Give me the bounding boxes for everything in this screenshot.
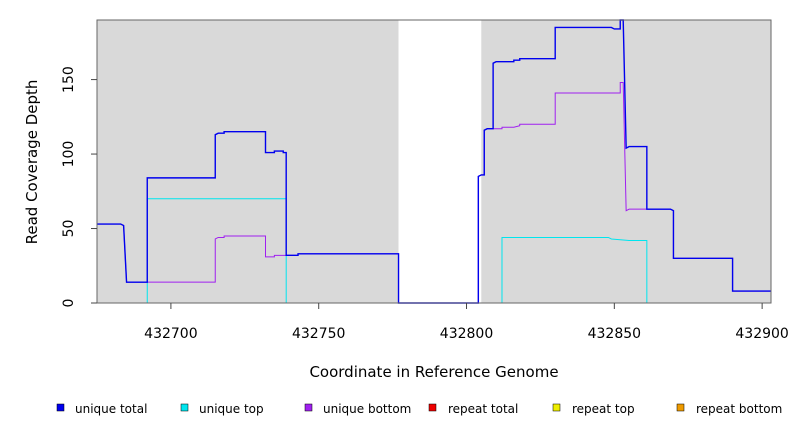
legend-swatch-repeat-total: [428, 403, 437, 412]
legend-swatch-repeat-bottom: [676, 403, 685, 412]
legend-item-unique-bottom: unique bottom: [304, 402, 411, 416]
legend-item-repeat-total: repeat total: [428, 402, 518, 416]
legend-item-unique-top: unique top: [180, 402, 264, 416]
y-tick-label-0: 0: [61, 299, 77, 308]
legend-swatch-unique-bottom: [304, 403, 313, 412]
legend-label-repeat-bottom: repeat bottom: [696, 402, 782, 416]
legend-label-repeat-total: repeat total: [448, 402, 518, 416]
legend-item-unique-total: unique total: [56, 402, 147, 416]
plot-frame: [96, 19, 772, 304]
legend: unique total unique top unique bottom re…: [56, 402, 782, 416]
legend-swatch-unique-total: [56, 403, 65, 412]
legend-label-unique-total: unique total: [75, 402, 147, 416]
y-tick-label-1: 50: [61, 220, 77, 238]
x-tick-label-3: 432850: [588, 326, 641, 342]
legend-label-repeat-top: repeat top: [572, 402, 635, 416]
legend-item-repeat-bottom: repeat bottom: [676, 402, 782, 416]
y-axis-title: Read Coverage Depth: [23, 80, 41, 245]
x-tick-label-1: 432750: [292, 326, 345, 342]
legend-label-unique-top: unique top: [199, 402, 264, 416]
legend-label-unique-bottom: unique bottom: [323, 402, 411, 416]
x-tick-label-4: 432900: [735, 326, 788, 342]
y-tick-label-2: 100: [61, 141, 77, 168]
legend-swatch-repeat-top: [552, 403, 561, 412]
x-axis-title: Coordinate in Reference Genome: [309, 363, 558, 381]
x-tick-label-0: 432700: [144, 326, 197, 342]
y-tick-label-3: 150: [61, 66, 77, 93]
no-data-gap-0: [398, 20, 482, 303]
series-line-unique-total: [97, 19, 771, 304]
x-tick-label-2: 432800: [440, 326, 493, 342]
legend-swatch-unique-top: [180, 403, 189, 412]
legend-item-repeat-top: repeat top: [552, 402, 635, 416]
